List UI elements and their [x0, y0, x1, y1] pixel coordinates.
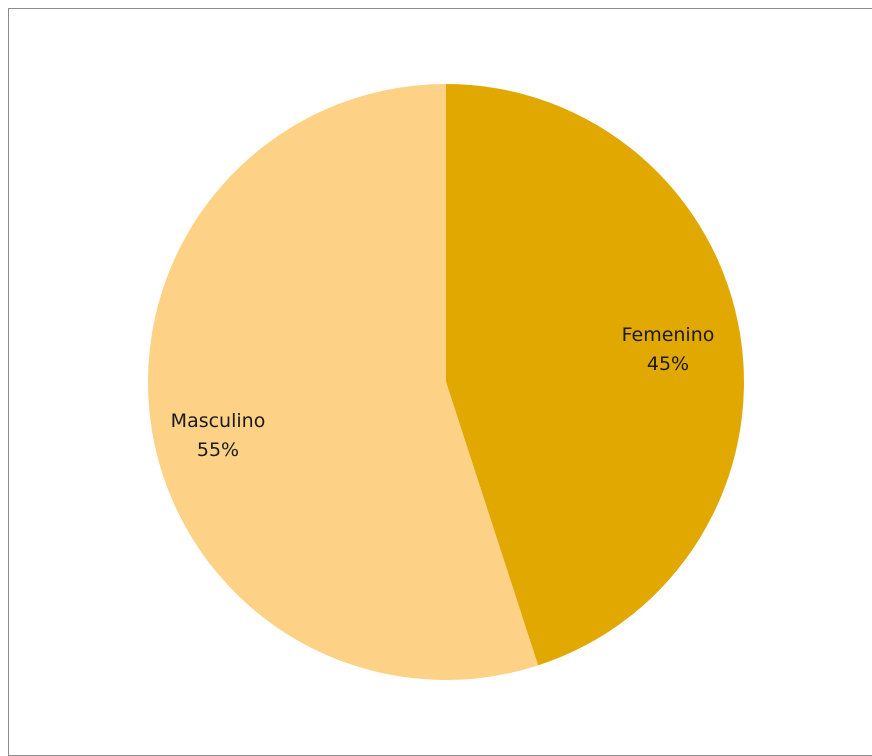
- pie-slice-femenino: [446, 84, 744, 666]
- slice-label-femenino: Femenino: [622, 324, 715, 346]
- pie-slice-masculino: [147, 83, 539, 681]
- slice-percent-masculino: 55%: [197, 439, 239, 461]
- slice-label-masculino: Masculino: [171, 410, 266, 432]
- slice-percent-femenino: 45%: [647, 353, 689, 375]
- pie-labels: Femenino 45% Masculino 55%: [171, 324, 715, 461]
- pie-slices: [147, 83, 744, 681]
